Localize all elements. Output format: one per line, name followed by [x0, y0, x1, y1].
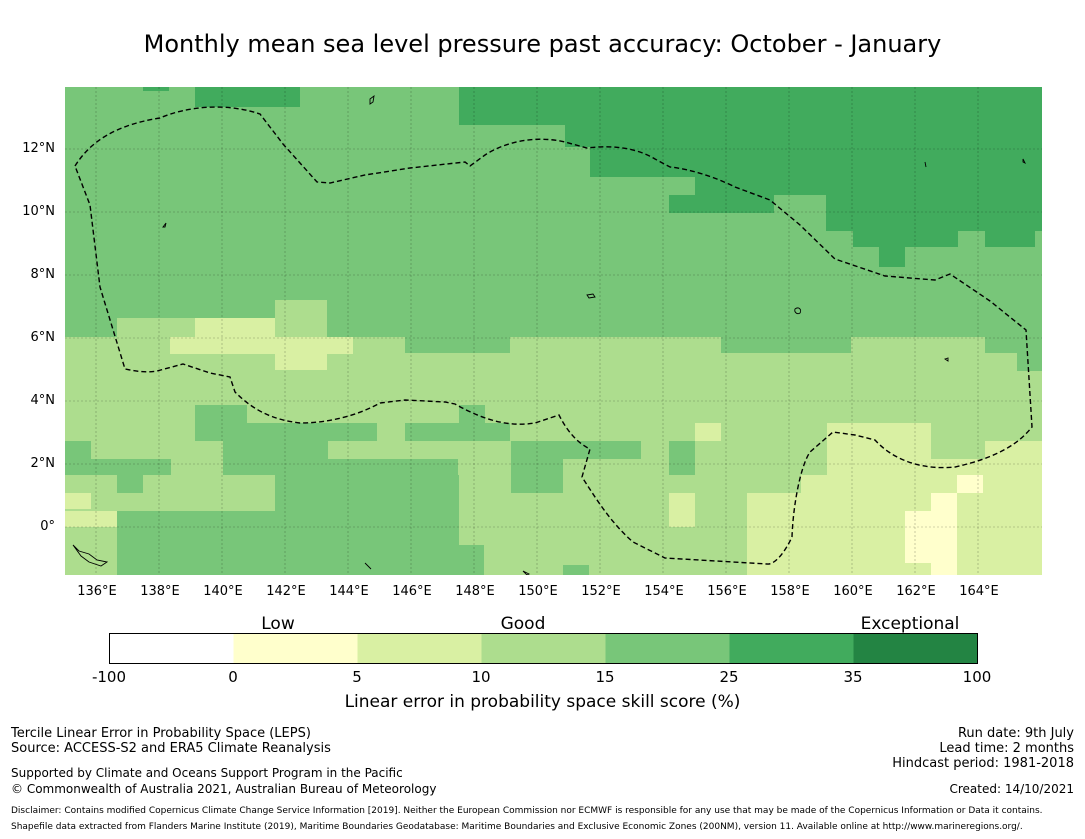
lon-tick: 158°E	[770, 584, 810, 599]
lon-tick: 144°E	[329, 584, 369, 599]
colorbar-tick: 25	[719, 668, 739, 686]
colorbar-bin-25-35	[729, 633, 854, 664]
colorbar-tick: 15	[595, 668, 615, 686]
lat-tick: 10°N	[22, 204, 55, 219]
run-date: Run date: 9th July	[957, 726, 1074, 741]
method-text: Tercile Linear Error in Probability Spac…	[11, 726, 311, 741]
lon-tick: 164°E	[959, 584, 999, 599]
lon-tick: 154°E	[644, 584, 684, 599]
colorbar-bin-10-15	[481, 633, 606, 664]
colorbar-bin-0-5	[233, 633, 358, 664]
created-date: Created: 14/10/2021	[949, 782, 1074, 796]
lead-time: Lead time: 2 months	[939, 741, 1074, 756]
colorbar-tick: 5	[352, 668, 362, 686]
colorbar-tick: 0	[228, 668, 238, 686]
lon-tick: 148°E	[455, 584, 495, 599]
colorbar-bin-neg100-0	[109, 633, 234, 664]
colorbar-bin-35-100	[853, 633, 978, 664]
lon-tick: 152°E	[581, 584, 621, 599]
lat-tick: 2°N	[30, 456, 56, 471]
lon-tick: 142°E	[266, 584, 306, 599]
colorbar-tick: 10	[471, 668, 491, 686]
copyright-text: © Commonwealth of Australia 2021, Austra…	[11, 782, 437, 796]
lon-tick: 150°E	[518, 584, 558, 599]
category-good: Good	[500, 614, 546, 634]
supported-text: Supported by Climate and Oceans Support …	[11, 766, 403, 780]
lon-tick: 162°E	[896, 584, 936, 599]
lon-tick: 138°E	[140, 584, 180, 599]
colorbar-tick: 100	[962, 668, 992, 686]
category-exceptional: Exceptional	[860, 614, 960, 634]
colorbar-tick: 35	[843, 668, 863, 686]
colorbar-bin-5-10	[357, 633, 482, 664]
eez-boundary	[74, 106, 1033, 565]
category-low: Low	[261, 614, 295, 634]
hindcast-period: Hindcast period: 1981-2018	[892, 756, 1074, 771]
skill-raster	[65, 87, 1042, 575]
lat-tick: 6°N	[30, 330, 56, 345]
lon-tick: 146°E	[392, 584, 432, 599]
lat-tick: 8°N	[30, 267, 56, 282]
colorbar-bin-15-25	[605, 633, 730, 664]
colorbar-tick: -100	[91, 668, 127, 686]
source-text: Source: ACCESS-S2 and ERA5 Climate Reana…	[11, 741, 331, 756]
disclaimer-line-1: Disclaimer: Contains modified Copernicus…	[11, 806, 1043, 816]
skill-map	[65, 87, 1042, 575]
lat-tick: 12°N	[22, 141, 55, 156]
lat-tick: 0°	[40, 519, 55, 534]
lon-tick: 156°E	[707, 584, 747, 599]
colorbar	[109, 633, 978, 664]
islands	[72, 94, 1027, 575]
lat-tick: 4°N	[30, 393, 56, 408]
chart-title: Monthly mean sea level pressure past acc…	[143, 30, 942, 58]
lon-tick: 160°E	[833, 584, 873, 599]
lon-tick: 140°E	[203, 584, 243, 599]
disclaimer-line-2: Shapefile data extracted from Flanders M…	[11, 822, 1023, 832]
colorbar-label: Linear error in probability space skill …	[344, 692, 741, 712]
lon-tick: 136°E	[77, 584, 117, 599]
